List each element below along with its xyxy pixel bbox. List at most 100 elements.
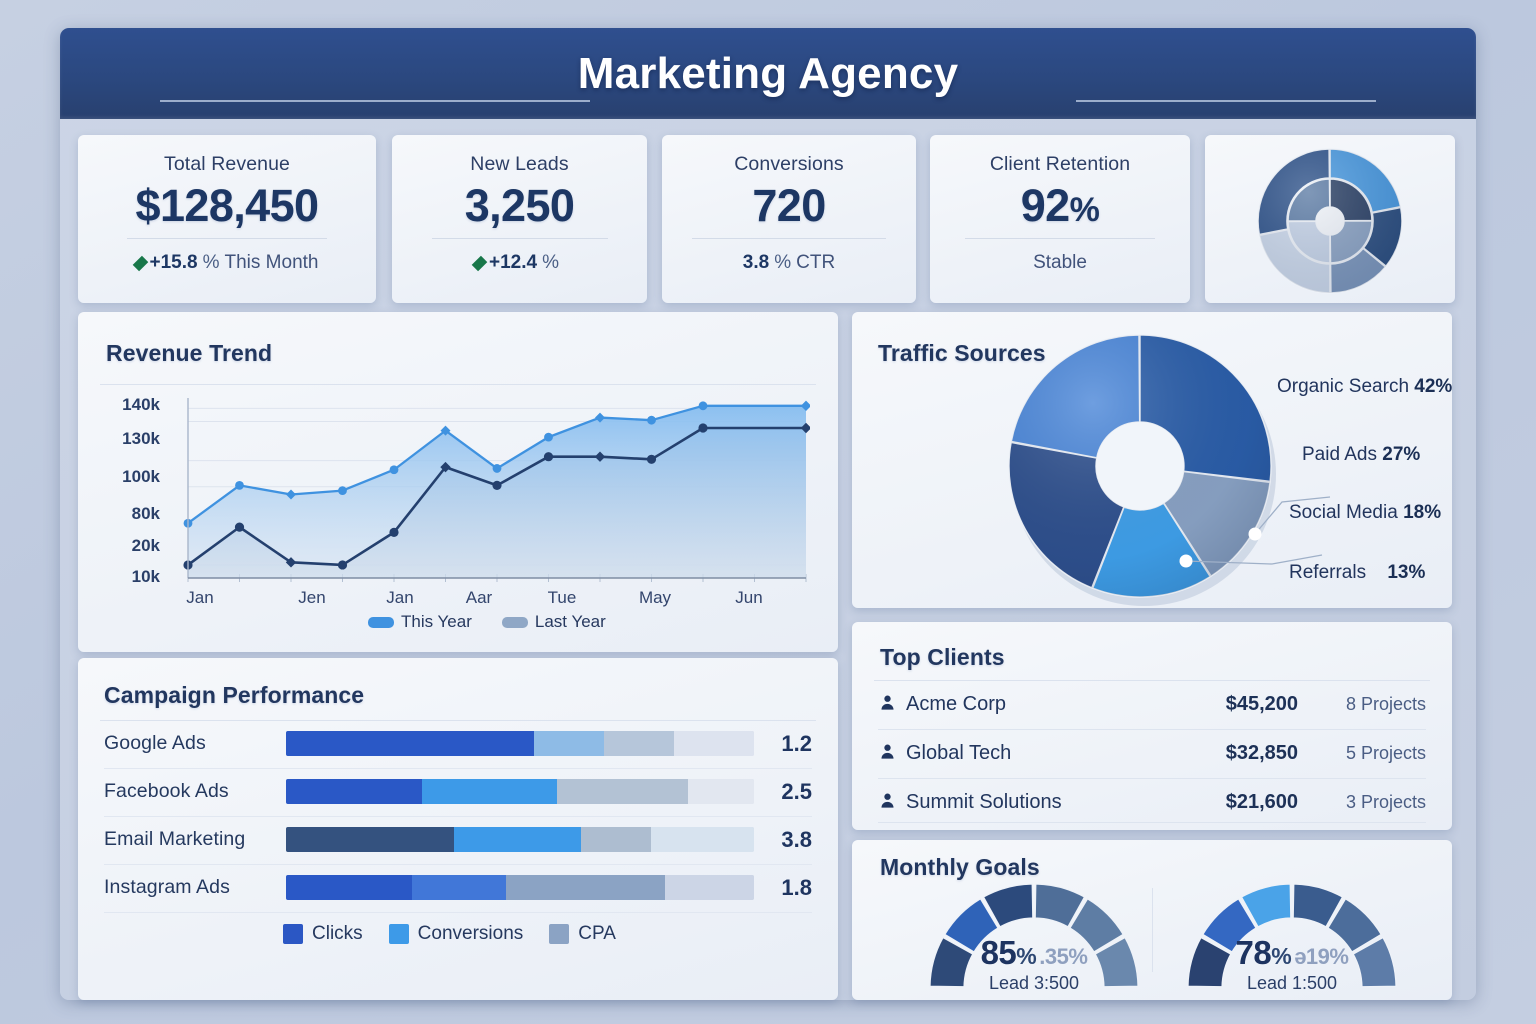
bar-segment — [454, 827, 581, 852]
x-tick-label: Jan — [186, 588, 214, 607]
bar-segment — [651, 827, 754, 852]
client-name: Acme Corp — [906, 693, 1007, 715]
row-divider — [104, 912, 812, 913]
kpi-label: Total Revenue — [164, 153, 290, 175]
campaign-name: Google Ads — [104, 732, 206, 754]
legend-swatch-icon — [283, 924, 303, 944]
bar-segment — [580, 827, 652, 852]
kpi-value: 3,250 — [464, 180, 575, 231]
kpi-label: Conversions — [734, 153, 844, 175]
pie-label-social-media: Social Media 18% — [1289, 502, 1441, 524]
client-amount: $32,850 — [1225, 742, 1298, 764]
table-row[interactable]: Facebook Ads 2.5 — [104, 768, 812, 815]
kpi-card-new-leads[interactable]: New Leads 3,250 +12.4% — [392, 135, 647, 303]
client-amount: $21,600 — [1225, 791, 1298, 813]
clients-divider-top — [874, 680, 1430, 681]
legend-item-cpa[interactable]: CPA — [549, 923, 616, 945]
kpi-value: $128,450 — [135, 180, 319, 231]
campaign-name: Instagram Ads — [104, 876, 230, 898]
gauge-value: 85% .35% — [980, 934, 1088, 971]
revenue-trend-panel: Revenue Trend 140k 130k 100k 80k 20k 10k — [78, 312, 838, 652]
page-title: Marketing Agency — [577, 48, 959, 98]
kpi-divider — [431, 238, 608, 239]
pie-label-name: Organic Search — [1277, 376, 1410, 397]
revenue-trend-plot — [183, 398, 810, 582]
list-item[interactable]: Global Tech $32,850 5 Projects — [878, 729, 1426, 778]
legend-item-last-year[interactable]: Last Year — [501, 612, 606, 632]
kpi-subtext: +15.8% This Month — [78, 252, 376, 274]
kpi-divider — [692, 238, 886, 239]
gauge-lead-2[interactable]: 78% ə19% Lead 1:500 — [1172, 872, 1412, 996]
top-clients-title: Top Clients — [880, 644, 1005, 670]
kpi-label: Client Retention — [989, 153, 1131, 175]
list-item[interactable]: Summit Solutions $21,600 3 Projects — [878, 778, 1426, 827]
campaign-value: 1.2 — [781, 730, 812, 756]
revenue-trend-divider — [100, 384, 816, 385]
stacked-bar — [286, 827, 754, 852]
y-tick-label: 10k — [131, 567, 160, 586]
kpi-delta-unit: % — [774, 252, 792, 273]
legend-label: This Year — [401, 612, 472, 631]
client-projects: 3 Projects — [1345, 792, 1426, 812]
x-tick-label: Jan — [386, 588, 414, 607]
y-tick-label: 20k — [131, 536, 160, 555]
row-divider — [878, 778, 1426, 779]
bar-segment — [286, 731, 535, 756]
pie-label-referrals: Referrals 13% — [1289, 562, 1425, 584]
person-icon — [878, 742, 906, 766]
y-tick-label: 140k — [122, 395, 160, 414]
bar-segment — [534, 731, 605, 756]
pie-label-value: 27% — [1382, 444, 1421, 465]
kpi-subtext: Stable — [930, 252, 1190, 274]
kpi-value: 720 — [752, 180, 826, 231]
campaign-performance-legend: Clicks Conversions CPA — [283, 923, 616, 945]
table-row[interactable]: Google Ads 1.2 — [104, 720, 812, 767]
table-row[interactable]: Email Marketing 3.8 — [104, 816, 812, 863]
client-projects: 8 Projects — [1345, 694, 1426, 714]
client-projects: 5 Projects — [1345, 743, 1426, 763]
legend-item-this-year[interactable]: This Year — [368, 612, 472, 632]
kpi-delta-unit: % — [202, 252, 220, 273]
legend-item-conversions[interactable]: Conversions — [388, 923, 523, 945]
stacked-bar — [286, 779, 754, 804]
legend-swatch-icon — [549, 924, 570, 944]
pie-label-name: Referrals — [1289, 562, 1367, 583]
x-tick-label: Jen — [298, 588, 326, 607]
campaign-divider-top — [100, 720, 816, 721]
bar-segment — [665, 875, 754, 900]
row-divider — [878, 729, 1426, 730]
campaign-value: 3.8 — [781, 826, 812, 852]
pie-label-value: 18% — [1403, 502, 1442, 523]
gauge-lead-1[interactable]: 85% .35% Lead 3:500 — [914, 872, 1154, 996]
legend-item-clicks[interactable]: Clicks — [283, 923, 363, 945]
kpi-card-total-revenue[interactable]: Total Revenue $128,450 +15.8% This Month — [78, 135, 376, 303]
traffic-sources-panel: Traffic Sources Organic Search 42% — [852, 312, 1452, 608]
kpi-delta-period: CTR — [796, 252, 836, 273]
diamond-up-icon — [471, 255, 488, 271]
kpi-card-donut[interactable] — [1205, 135, 1455, 303]
pie-label-value: 42% — [1414, 376, 1453, 397]
kpi-delta: 3.8 — [742, 252, 770, 273]
kpi-card-conversions[interactable]: Conversions 720 3.8% CTR — [662, 135, 916, 303]
campaign-value: 2.5 — [781, 778, 812, 804]
kpi-label: New Leads — [470, 153, 569, 175]
bar-segment — [286, 827, 455, 852]
list-item[interactable]: Acme Corp $45,200 8 Projects — [878, 680, 1426, 729]
gauge-arc — [1187, 883, 1397, 988]
campaign-value: 1.8 — [781, 874, 812, 900]
table-row[interactable]: Instagram Ads 1.8 — [104, 864, 812, 911]
pie-label-value: 13% — [1387, 562, 1426, 583]
dashboard-header: Marketing Agency — [60, 28, 1476, 119]
x-tick-label: Jun — [735, 588, 763, 607]
kpi-subtext: 3.8% CTR — [662, 252, 916, 274]
person-icon — [878, 693, 906, 717]
gauge-readout: 85% .35% Lead 3:500 — [914, 934, 1154, 994]
gauge-arc — [929, 883, 1139, 988]
legend-swatch-icon — [388, 924, 409, 944]
revenue-trend-legend: This Year Last Year — [368, 612, 606, 632]
kpi-card-client-retention[interactable]: Client Retention 92% Stable — [930, 135, 1190, 303]
client-name: Global Tech — [906, 742, 1012, 764]
bar-segment — [286, 875, 413, 900]
gauge-ghost-value: ə19% — [1294, 944, 1349, 969]
